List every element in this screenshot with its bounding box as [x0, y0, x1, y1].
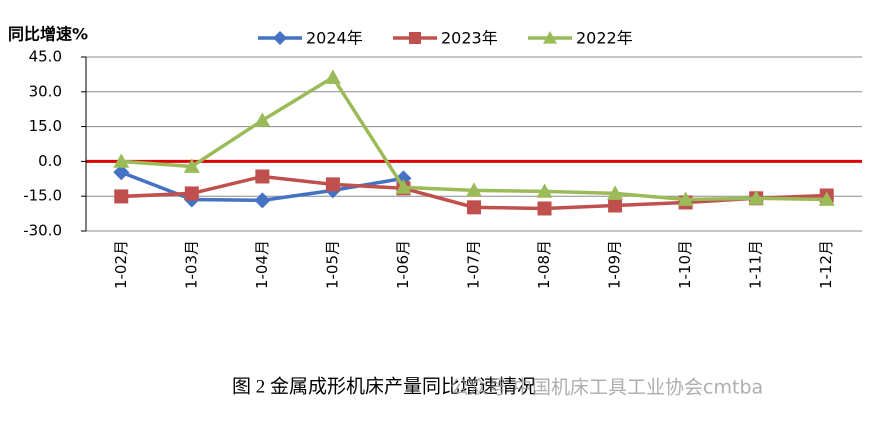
x-tick-label: 1-12月	[817, 240, 835, 289]
y-tick-label: 0.0	[38, 152, 62, 170]
marker	[273, 31, 287, 45]
marker	[113, 164, 130, 181]
marker	[608, 198, 623, 213]
marker	[255, 169, 270, 184]
series-line	[121, 75, 827, 202]
marker	[466, 182, 482, 197]
y-tick-label: -15.0	[23, 187, 62, 205]
marker	[677, 191, 694, 206]
marker	[537, 201, 552, 216]
x-tick-label: 1-04月	[253, 240, 271, 289]
marker	[254, 192, 271, 209]
y-tick-label: 30.0	[29, 82, 62, 100]
legend-label: 2022年	[576, 29, 633, 48]
watermark: 公众号·中国机床工具工业协会cmtba	[450, 377, 763, 399]
marker	[395, 179, 412, 194]
x-tick-label: 1-05月	[323, 240, 341, 289]
marker	[409, 32, 421, 44]
y-tick-label: 15.0	[29, 117, 62, 135]
marker	[467, 200, 481, 215]
x-tick-label: 1-11月	[747, 240, 765, 289]
y-tick-label: 45.0	[29, 48, 62, 66]
marker	[818, 191, 835, 206]
x-tick-label: 1-02月	[112, 240, 130, 289]
marker	[254, 112, 271, 127]
marker	[324, 69, 341, 84]
x-tick-label: 1-08月	[535, 240, 553, 289]
marker	[607, 185, 624, 200]
marker	[114, 189, 129, 204]
x-tick-label: 1-06月	[394, 240, 412, 289]
marker	[184, 186, 199, 201]
x-tick-label: 1-10月	[676, 240, 694, 289]
marker	[325, 177, 340, 192]
caption: 图 2 金属成形机床产量同比增速情况	[232, 375, 536, 397]
y-tick-label: -30.0	[23, 222, 62, 240]
x-tick-label: 1-07月	[465, 240, 483, 289]
x-tick-label: 1-09月	[606, 240, 624, 289]
legend-label: 2024年	[306, 29, 363, 48]
y-axis-label: 同比增速%	[8, 25, 88, 44]
marker	[536, 183, 553, 198]
marker	[748, 190, 765, 205]
marker	[543, 31, 557, 44]
marker	[183, 158, 200, 173]
x-tick-label: 1-03月	[182, 240, 200, 289]
legend-label: 2023年	[441, 29, 498, 48]
marker	[113, 153, 130, 168]
